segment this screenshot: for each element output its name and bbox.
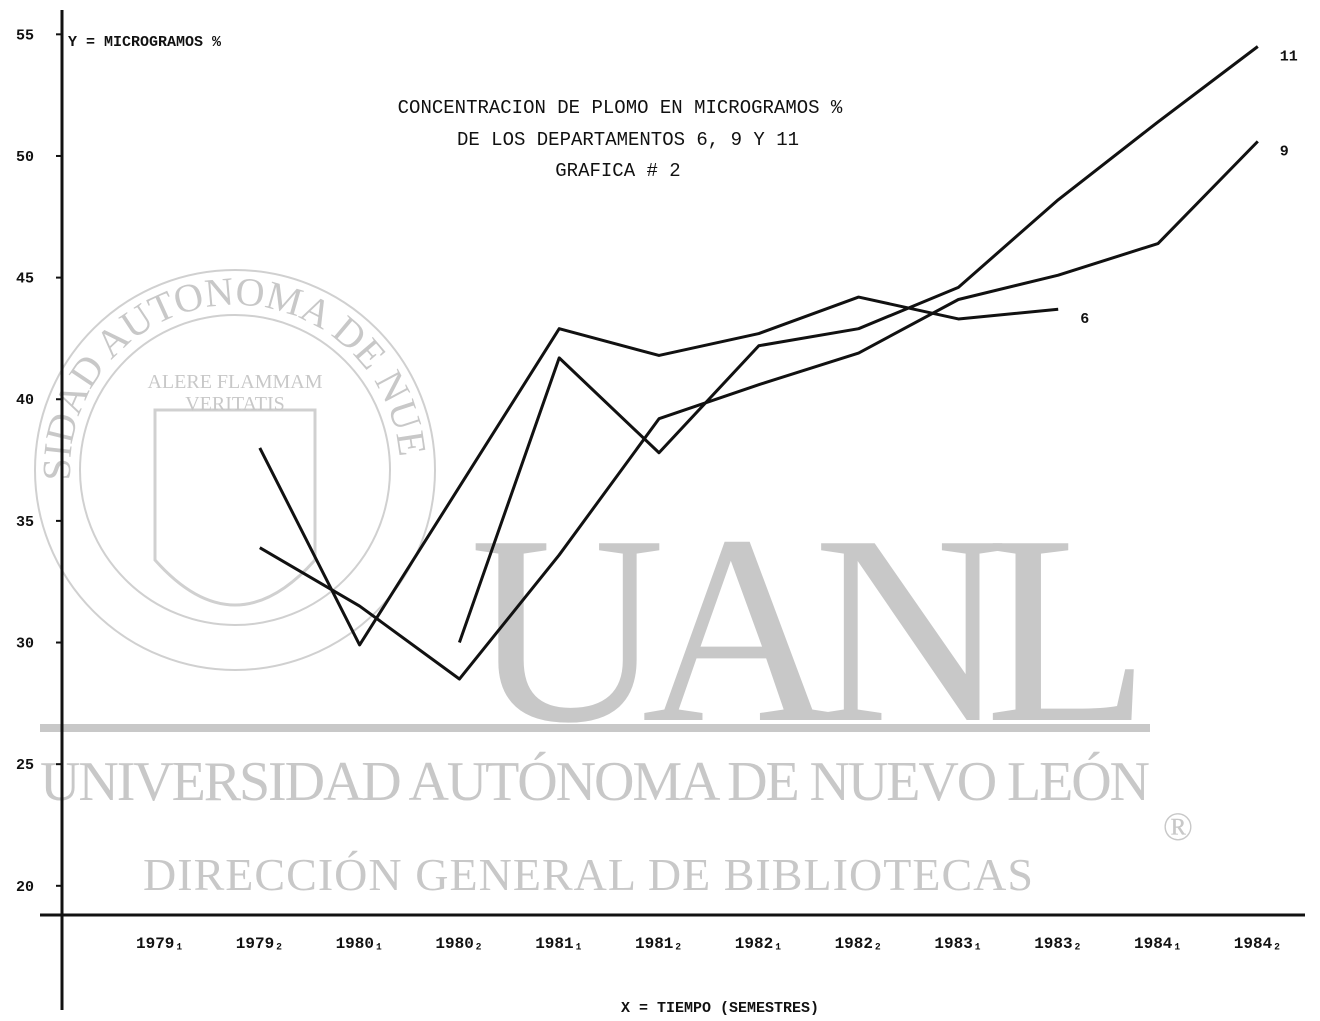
x-tick-label: 1982₂ <box>835 935 883 953</box>
seal-outer <box>34 269 436 671</box>
watermark-rule <box>40 724 1150 732</box>
x-tick-label: 1980₂ <box>435 935 483 953</box>
watermark-department: DIRECCIÓN GENERAL DE BIBLIOTECAS <box>143 849 1033 900</box>
x-axis-label: X = TIEMPO (SEMESTRES) <box>621 1000 819 1017</box>
seal-motto: ALERE FLAMMAM <box>147 371 322 393</box>
seal-motto: VERITATIS <box>185 393 285 415</box>
x-tick-label: 1984₂ <box>1234 935 1282 953</box>
seal-shield <box>153 408 317 607</box>
x-tick-label: 1979₂ <box>236 935 284 953</box>
y-tick-label: 45 <box>16 271 34 288</box>
x-tick-label: 1983₂ <box>1034 935 1082 953</box>
series-line <box>457 45 1259 644</box>
series-label: 6 <box>1080 311 1089 328</box>
x-tick-label: 1980₁ <box>336 935 384 953</box>
y-tick-label: 20 <box>16 879 34 896</box>
series-line <box>259 140 1259 681</box>
watermark-registered: ® <box>1163 804 1193 849</box>
y-axis-label: Y = MICROGRAMOS % <box>68 34 222 51</box>
series-line <box>258 295 1059 647</box>
series-label: 11 <box>1280 48 1298 65</box>
x-tick-label: 1982₁ <box>735 935 783 953</box>
series-label: 9 <box>1280 143 1289 160</box>
chart-title: CONCENTRACION DE PLOMO EN MICROGRAMOS % <box>398 97 843 119</box>
y-tick-label: 30 <box>16 636 34 653</box>
y-tick-label: 55 <box>16 27 34 44</box>
y-tick-label: 35 <box>16 514 34 531</box>
chart-subtitle: GRAFICA # 2 <box>555 160 680 182</box>
y-tick-label: 50 <box>16 149 34 166</box>
y-tick-label: 25 <box>16 757 34 774</box>
x-tick-label: 1984₁ <box>1134 935 1182 953</box>
watermark-acronym: UANL <box>470 480 1150 779</box>
watermark-name: UNIVERSIDAD AUTÓNOMA DE NUEVO LEÓN <box>40 750 1150 813</box>
seal-inner <box>79 314 391 626</box>
y-tick-label: 40 <box>16 392 34 409</box>
chart-subtitle: DE LOS DEPARTAMENTOS 6, 9 Y 11 <box>457 129 799 151</box>
x-tick-label: 1979₁ <box>136 935 184 953</box>
x-tick-label: 1981₁ <box>535 935 583 953</box>
x-tick-label: 1983₁ <box>934 935 982 953</box>
x-tick-label: 1981₂ <box>635 935 683 953</box>
